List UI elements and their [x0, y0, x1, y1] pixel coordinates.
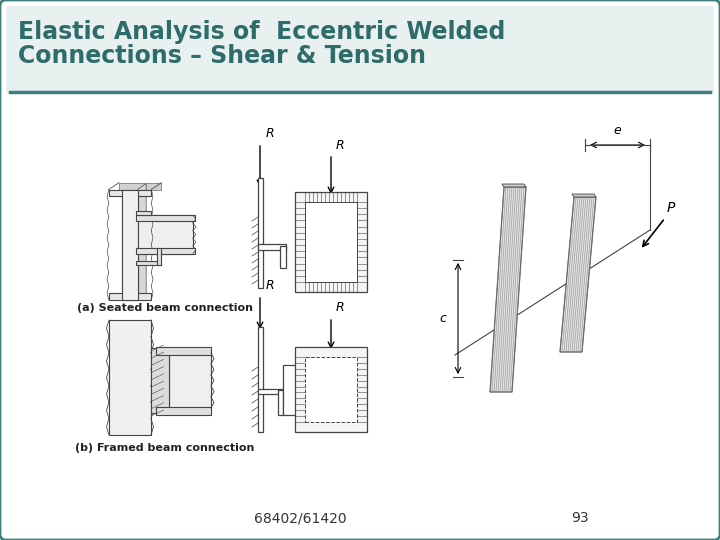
- Bar: [258, 389, 284, 394]
- Text: 68402/61420: 68402/61420: [253, 511, 346, 525]
- Bar: [169, 353, 211, 408]
- Bar: [156, 347, 211, 355]
- Bar: [157, 248, 161, 266]
- Bar: [156, 407, 211, 415]
- Bar: [258, 327, 263, 432]
- Text: e: e: [613, 124, 621, 137]
- Text: R: R: [266, 127, 274, 140]
- Text: R: R: [266, 279, 274, 292]
- Polygon shape: [490, 187, 526, 392]
- Polygon shape: [138, 184, 146, 300]
- Bar: [109, 320, 151, 435]
- Bar: [278, 390, 283, 415]
- Bar: [122, 190, 138, 300]
- Bar: [258, 178, 263, 288]
- Polygon shape: [109, 293, 151, 300]
- Bar: [135, 248, 195, 254]
- Text: Elastic Analysis of  Eccentric Welded: Elastic Analysis of Eccentric Welded: [18, 20, 505, 44]
- Bar: [280, 246, 286, 268]
- Polygon shape: [560, 197, 596, 352]
- Text: (b) Framed beam connection: (b) Framed beam connection: [76, 443, 255, 453]
- Text: Connections – Shear & Tension: Connections – Shear & Tension: [18, 44, 426, 68]
- Text: c: c: [439, 312, 446, 325]
- Text: 93: 93: [571, 511, 589, 525]
- Bar: [135, 211, 151, 215]
- Bar: [135, 261, 161, 266]
- Bar: [295, 192, 367, 292]
- Polygon shape: [109, 190, 151, 197]
- Text: P: P: [667, 201, 675, 215]
- Bar: [305, 357, 357, 422]
- Bar: [283, 365, 301, 415]
- Polygon shape: [122, 197, 138, 293]
- Bar: [138, 215, 193, 254]
- Text: R: R: [336, 301, 345, 314]
- Polygon shape: [572, 194, 596, 197]
- Bar: [305, 202, 357, 282]
- Text: (a) Seated beam connection: (a) Seated beam connection: [77, 303, 253, 313]
- Bar: [258, 244, 286, 250]
- Bar: [151, 348, 169, 413]
- Bar: [135, 215, 195, 221]
- Bar: [295, 347, 367, 432]
- Polygon shape: [502, 184, 526, 187]
- FancyBboxPatch shape: [6, 6, 714, 94]
- Text: R: R: [336, 139, 345, 152]
- Polygon shape: [119, 183, 161, 190]
